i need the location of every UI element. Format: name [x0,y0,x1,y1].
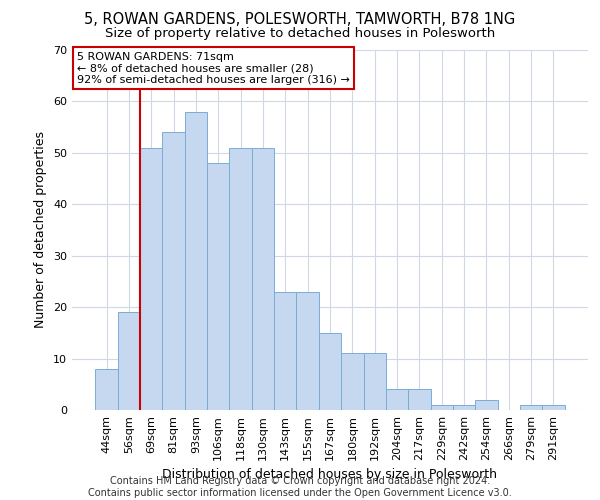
Bar [431,405,453,410]
Bar [520,405,542,410]
Bar [163,132,185,410]
Bar [341,354,364,410]
Text: Contains HM Land Registry data © Crown copyright and database right 2024.
Contai: Contains HM Land Registry data © Crown c… [88,476,512,498]
Bar [408,390,431,410]
Bar [207,163,229,410]
Bar [319,333,341,410]
Bar [296,292,319,410]
Bar [475,400,497,410]
Y-axis label: Number of detached properties: Number of detached properties [34,132,47,328]
Bar [252,148,274,410]
Bar [140,148,163,410]
Text: 5, ROWAN GARDENS, POLESWORTH, TAMWORTH, B78 1NG: 5, ROWAN GARDENS, POLESWORTH, TAMWORTH, … [85,12,515,28]
Bar [386,390,408,410]
Bar [118,312,140,410]
Bar [542,405,565,410]
Bar [229,148,252,410]
Bar [453,405,475,410]
Bar [185,112,207,410]
Text: 5 ROWAN GARDENS: 71sqm
← 8% of detached houses are smaller (28)
92% of semi-deta: 5 ROWAN GARDENS: 71sqm ← 8% of detached … [77,52,350,85]
Bar [274,292,296,410]
Text: Size of property relative to detached houses in Polesworth: Size of property relative to detached ho… [105,28,495,40]
X-axis label: Distribution of detached houses by size in Polesworth: Distribution of detached houses by size … [163,468,497,481]
Bar [95,369,118,410]
Bar [364,354,386,410]
